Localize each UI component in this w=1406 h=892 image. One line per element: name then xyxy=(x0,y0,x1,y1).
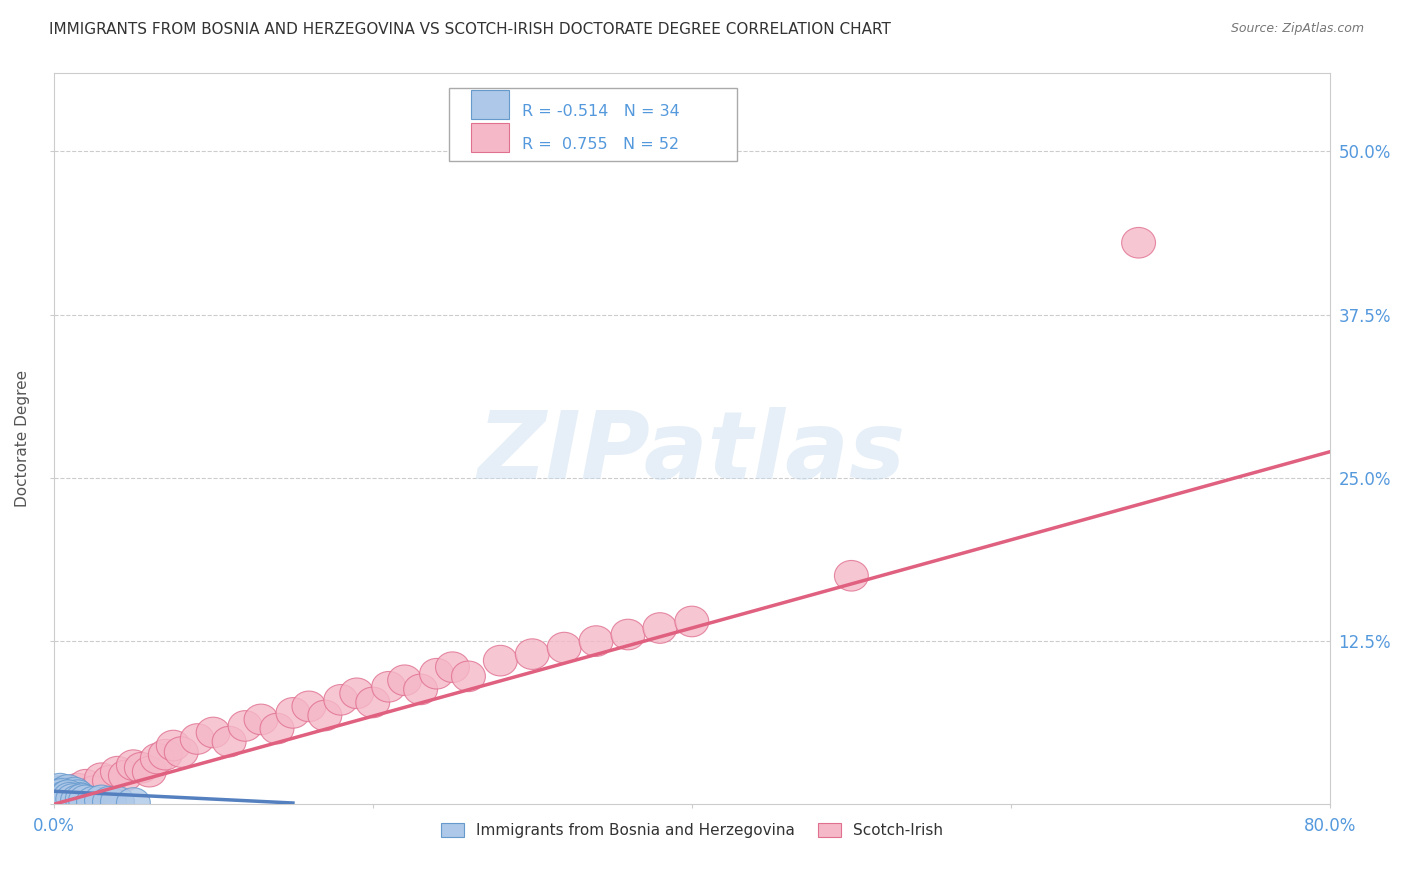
Ellipse shape xyxy=(52,782,87,814)
Ellipse shape xyxy=(48,780,82,811)
Ellipse shape xyxy=(66,784,100,814)
Bar xyxy=(471,90,509,120)
Y-axis label: Doctorate Degree: Doctorate Degree xyxy=(15,370,30,508)
Ellipse shape xyxy=(484,645,517,676)
Ellipse shape xyxy=(323,684,357,715)
Ellipse shape xyxy=(56,784,90,814)
Ellipse shape xyxy=(93,765,127,797)
Ellipse shape xyxy=(643,613,676,643)
Ellipse shape xyxy=(149,739,183,770)
Text: R = -0.514   N = 34: R = -0.514 N = 34 xyxy=(522,104,681,120)
Ellipse shape xyxy=(579,626,613,657)
Ellipse shape xyxy=(132,756,166,787)
Ellipse shape xyxy=(245,704,278,735)
Ellipse shape xyxy=(84,763,118,794)
Ellipse shape xyxy=(56,781,90,812)
Ellipse shape xyxy=(419,658,454,689)
Ellipse shape xyxy=(60,773,94,804)
Ellipse shape xyxy=(212,726,246,757)
Ellipse shape xyxy=(46,781,80,812)
Ellipse shape xyxy=(76,776,111,806)
Text: R =  0.755   N = 52: R = 0.755 N = 52 xyxy=(522,137,679,152)
Ellipse shape xyxy=(51,774,84,805)
Ellipse shape xyxy=(52,782,87,814)
Ellipse shape xyxy=(76,787,111,817)
Ellipse shape xyxy=(117,788,150,818)
Ellipse shape xyxy=(292,691,326,722)
Ellipse shape xyxy=(834,560,869,591)
Ellipse shape xyxy=(49,782,83,814)
Ellipse shape xyxy=(356,687,389,718)
Legend: Immigrants from Bosnia and Herzegovina, Scotch-Irish: Immigrants from Bosnia and Herzegovina, … xyxy=(434,817,949,844)
Ellipse shape xyxy=(51,780,84,811)
Ellipse shape xyxy=(388,665,422,696)
Ellipse shape xyxy=(62,782,96,814)
Ellipse shape xyxy=(100,787,135,817)
Ellipse shape xyxy=(46,777,80,808)
Ellipse shape xyxy=(108,760,142,791)
Ellipse shape xyxy=(51,780,84,811)
Ellipse shape xyxy=(38,779,72,809)
Ellipse shape xyxy=(48,785,82,815)
Ellipse shape xyxy=(84,785,118,815)
Ellipse shape xyxy=(66,779,100,809)
Text: IMMIGRANTS FROM BOSNIA AND HERZEGOVINA VS SCOTCH-IRISH DOCTORATE DEGREE CORRELAT: IMMIGRANTS FROM BOSNIA AND HERZEGOVINA V… xyxy=(49,22,891,37)
Ellipse shape xyxy=(69,770,103,800)
Ellipse shape xyxy=(41,781,76,812)
Ellipse shape xyxy=(39,776,73,806)
Ellipse shape xyxy=(260,714,294,744)
Ellipse shape xyxy=(404,674,437,705)
Ellipse shape xyxy=(56,784,90,814)
Ellipse shape xyxy=(48,781,82,812)
Ellipse shape xyxy=(276,698,309,728)
Ellipse shape xyxy=(39,785,73,815)
Ellipse shape xyxy=(49,777,83,808)
Ellipse shape xyxy=(451,661,485,691)
Ellipse shape xyxy=(44,773,77,804)
Ellipse shape xyxy=(93,787,127,817)
Text: ZIPatlas: ZIPatlas xyxy=(478,408,905,500)
Ellipse shape xyxy=(45,776,79,806)
Ellipse shape xyxy=(371,672,405,702)
Text: Source: ZipAtlas.com: Source: ZipAtlas.com xyxy=(1230,22,1364,36)
Ellipse shape xyxy=(165,737,198,767)
Ellipse shape xyxy=(45,784,79,814)
Ellipse shape xyxy=(55,779,89,809)
Ellipse shape xyxy=(46,784,80,814)
Ellipse shape xyxy=(41,779,76,809)
Ellipse shape xyxy=(39,782,73,814)
Ellipse shape xyxy=(59,784,93,814)
Ellipse shape xyxy=(180,723,214,755)
Ellipse shape xyxy=(44,784,77,814)
Ellipse shape xyxy=(675,607,709,637)
Ellipse shape xyxy=(1122,227,1156,258)
FancyBboxPatch shape xyxy=(450,87,737,161)
Ellipse shape xyxy=(100,756,135,787)
Ellipse shape xyxy=(228,711,262,741)
Ellipse shape xyxy=(60,780,94,811)
Ellipse shape xyxy=(612,619,645,650)
Ellipse shape xyxy=(340,678,374,708)
Ellipse shape xyxy=(52,785,87,815)
Ellipse shape xyxy=(141,743,174,774)
Bar xyxy=(471,123,509,153)
Ellipse shape xyxy=(436,652,470,682)
Ellipse shape xyxy=(117,750,150,780)
Ellipse shape xyxy=(41,780,76,811)
Ellipse shape xyxy=(516,639,550,669)
Ellipse shape xyxy=(45,779,79,809)
Ellipse shape xyxy=(308,700,342,731)
Ellipse shape xyxy=(124,753,159,783)
Ellipse shape xyxy=(44,782,77,814)
Ellipse shape xyxy=(547,632,581,663)
Ellipse shape xyxy=(156,731,190,761)
Ellipse shape xyxy=(69,785,103,815)
Ellipse shape xyxy=(58,777,91,808)
Ellipse shape xyxy=(49,785,83,815)
Ellipse shape xyxy=(197,717,231,747)
Ellipse shape xyxy=(60,785,94,815)
